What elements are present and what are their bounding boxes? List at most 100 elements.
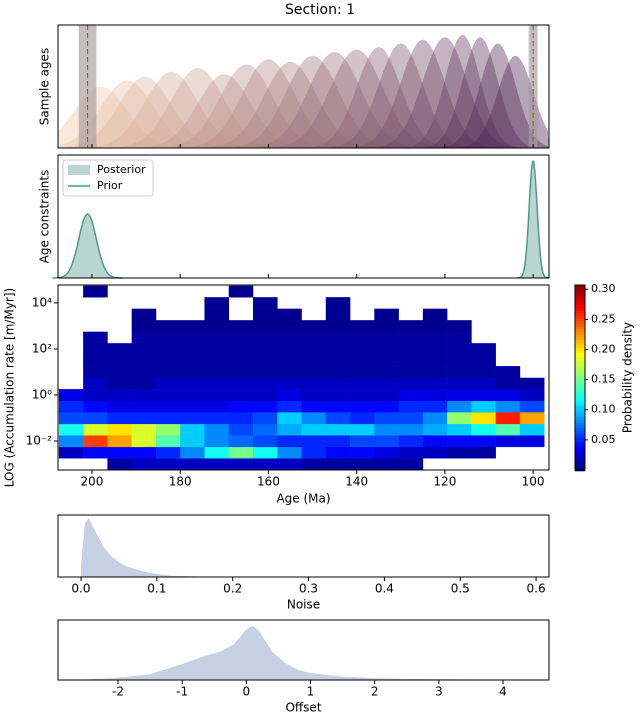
heatmap-cell — [325, 446, 351, 459]
colorbar-strip — [575, 431, 585, 434]
colorbar-strip — [575, 395, 585, 398]
heatmap-cell — [131, 366, 157, 379]
heatmap-cell — [180, 389, 205, 402]
heatmap-cell — [252, 412, 278, 425]
colorbar-strip — [575, 291, 585, 294]
heatmap-cell — [228, 331, 254, 344]
heatmap-cell — [350, 354, 375, 367]
colorbar-strip — [575, 463, 585, 466]
heatmap-cell — [252, 343, 278, 356]
colorbar-strip — [575, 397, 585, 400]
colorbar-strip — [575, 293, 585, 296]
x-tick-label: 0.1 — [147, 582, 166, 596]
heatmap-cell — [301, 320, 327, 332]
colorbar-strip — [575, 321, 585, 324]
heatmap-cell — [447, 343, 472, 356]
colorbar-strip — [575, 359, 585, 362]
x-tick-label: 180 — [169, 475, 192, 489]
heatmap-cell — [447, 320, 472, 332]
heatmap-cell — [325, 366, 351, 379]
heatmap-cell — [252, 435, 278, 448]
heatmap-cell — [325, 458, 351, 471]
sample-age-density — [58, 86, 549, 148]
heatmap-cell — [277, 377, 302, 390]
heatmap-cell — [374, 366, 399, 379]
heatmap-cell — [228, 412, 254, 425]
heatmap-cell — [495, 400, 521, 413]
colorbar-strip — [575, 385, 585, 388]
legend-swatch — [68, 165, 90, 175]
heatmap-cell — [277, 400, 302, 413]
colorbar-label: Probability density — [621, 322, 635, 433]
heatmap-cell — [422, 320, 448, 332]
x-tick-label: 0.6 — [527, 582, 546, 596]
heatmap-cell — [301, 435, 327, 448]
x-axis-label: Offset — [285, 701, 321, 715]
heatmap-cell — [155, 446, 181, 459]
heatmap-cell — [204, 435, 230, 448]
density-area — [60, 625, 548, 680]
heatmap-cell — [325, 343, 351, 356]
heatmap-cell — [204, 458, 230, 471]
heatmap-cell — [228, 377, 254, 390]
heatmap-cell — [471, 366, 496, 379]
heatmap-cell — [422, 354, 448, 367]
colorbar-strip — [575, 459, 585, 462]
heatmap-cell — [325, 435, 351, 448]
heatmap-cell — [350, 377, 375, 390]
heatmap-cell — [83, 331, 108, 344]
colorbar-strip — [575, 453, 585, 456]
heatmap-cell — [131, 423, 157, 436]
x-tick-label: 140 — [345, 475, 368, 489]
colorbar-strip — [575, 403, 585, 406]
sample-age-density — [58, 55, 549, 148]
colorbar-tick-label: 0.30 — [591, 282, 616, 295]
prior-density — [52, 213, 123, 279]
heatmap-cell — [228, 458, 254, 471]
heatmap-cell — [447, 412, 472, 425]
colorbar-strip — [575, 287, 585, 290]
colorbar-strip — [575, 441, 585, 444]
colorbar-strip — [575, 351, 585, 354]
heatmap-cell — [180, 400, 205, 413]
heatmap-cell — [301, 389, 327, 402]
colorbar-strip — [575, 355, 585, 358]
colorbar-strip — [575, 411, 585, 414]
heatmap-cell — [325, 331, 351, 344]
heatmap-cell — [83, 400, 108, 413]
heatmap-cell — [350, 412, 375, 425]
heatmap-cell — [471, 400, 496, 413]
heatmap-cell — [447, 446, 472, 459]
colorbar-strip — [575, 333, 585, 336]
constraint-band — [528, 25, 538, 148]
heatmap-cell — [58, 435, 84, 448]
heatmap-cell — [422, 435, 448, 448]
heatmap-cell — [83, 377, 108, 390]
colorbar-tick-label: 0.05 — [591, 433, 616, 446]
heatmap-cell — [180, 320, 205, 332]
heatmap-cell — [228, 389, 254, 402]
colorbar-strip — [575, 313, 585, 316]
colorbar-strip — [575, 289, 585, 292]
heatmap-cell — [58, 423, 84, 436]
heatmap-cell — [204, 366, 230, 379]
colorbar-strip — [575, 465, 585, 468]
colorbar-strip — [575, 415, 585, 418]
constraint-band — [78, 25, 97, 148]
heatmap-cell — [350, 320, 375, 332]
x-tick-label: 2 — [371, 685, 379, 699]
heatmap-cell — [422, 366, 448, 379]
heatmap-cell — [277, 320, 302, 332]
heatmap-cell — [447, 377, 472, 390]
colorbar-strip — [575, 331, 585, 334]
colorbar-strip — [575, 429, 585, 432]
heatmap-cell — [277, 389, 302, 402]
heatmap-cell — [83, 366, 108, 379]
heatmap-cell — [325, 377, 351, 390]
heatmap-cell — [204, 423, 230, 436]
heatmap-cell — [447, 389, 472, 402]
heatmap-cell — [374, 308, 399, 321]
x-tick-label: 100 — [522, 475, 545, 489]
colorbar-strip — [575, 323, 585, 326]
heatmap-cell — [519, 435, 545, 448]
